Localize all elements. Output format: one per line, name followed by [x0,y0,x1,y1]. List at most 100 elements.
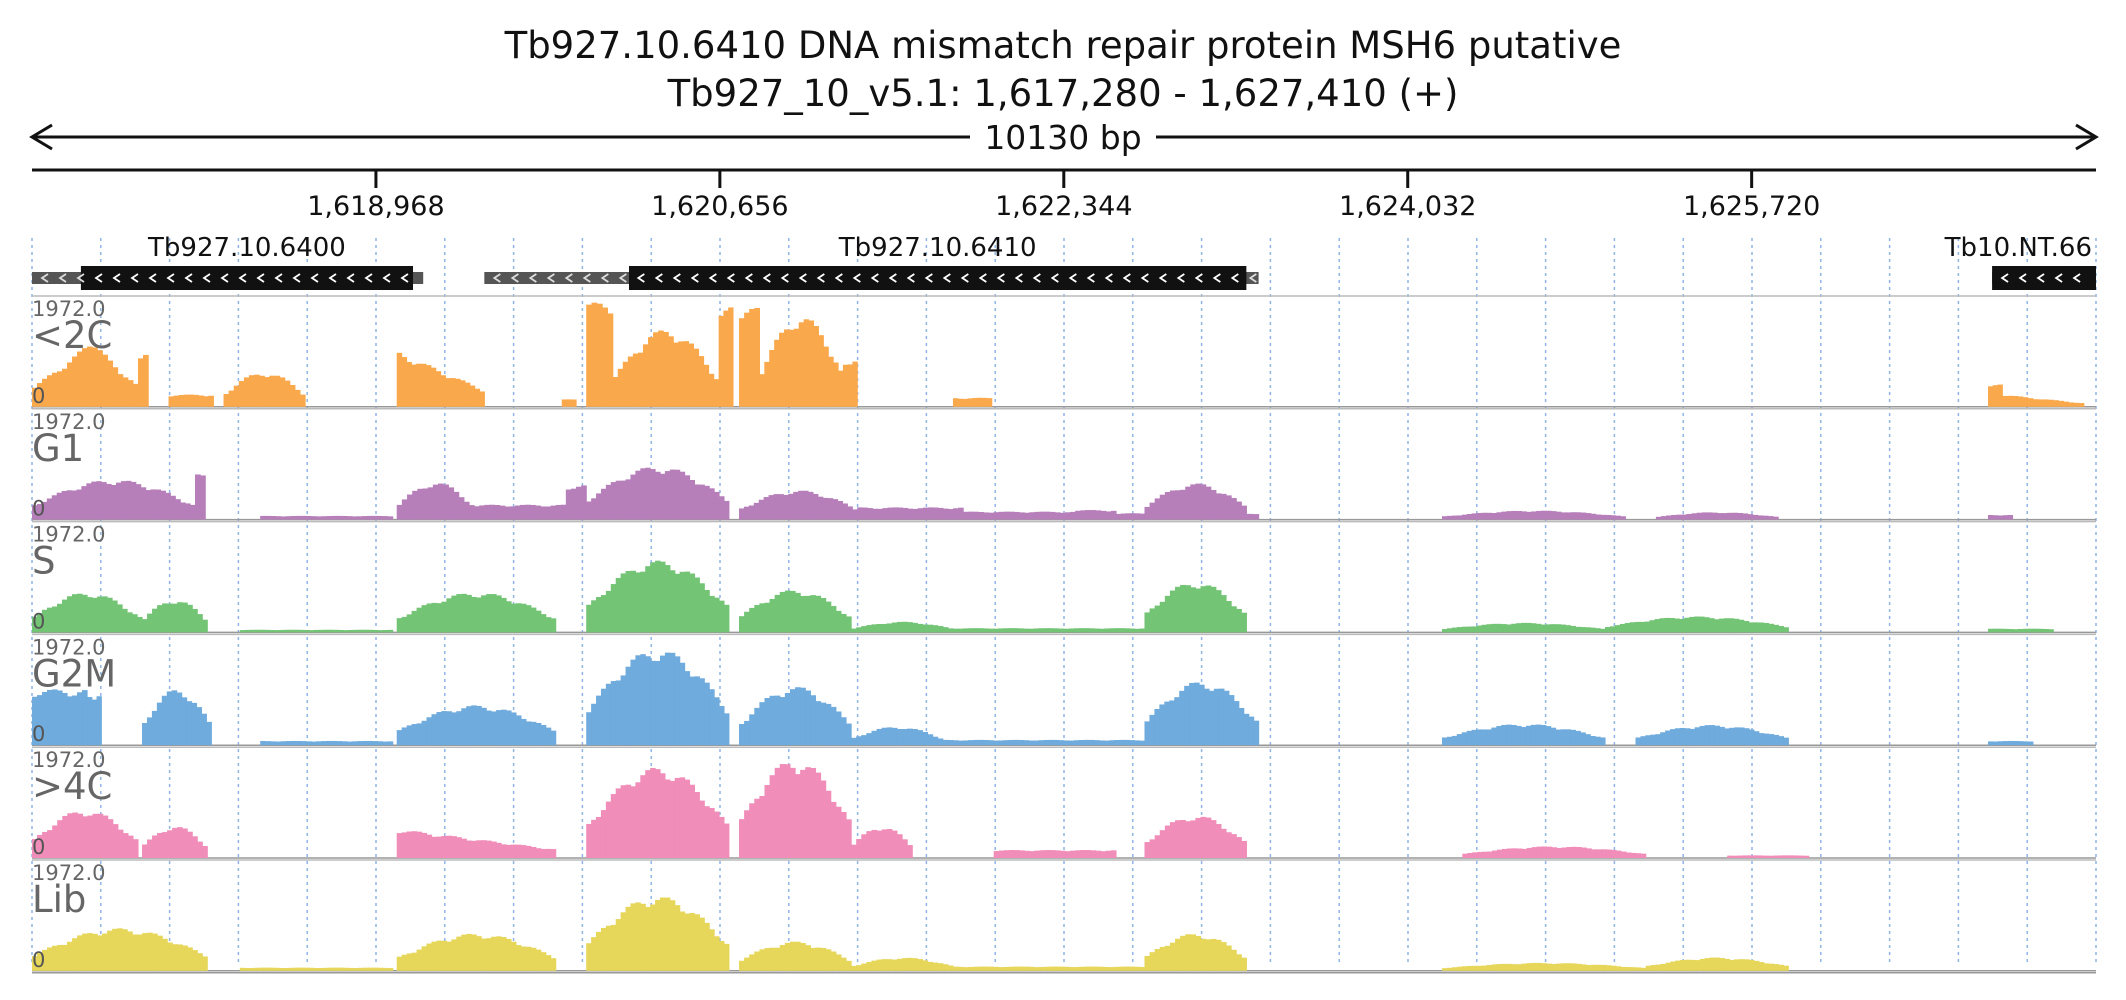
coverage-bar [917,508,924,520]
coverage-bar [669,570,676,633]
coverage-bar [172,827,178,858]
coverage-bar [947,965,954,971]
coverage-bar [709,808,715,858]
coverage-bar [122,929,128,971]
coverage-bar [1625,852,1632,858]
coverage-bar [1684,617,1690,633]
coverage-bar [1739,727,1745,746]
coverage-bar [972,397,978,407]
coverage-bar [1525,622,1532,633]
coverage-bar [1694,727,1701,746]
coverage-bar [674,777,681,858]
coverage-bar [673,342,679,407]
coverage-bar [679,911,686,971]
coverage-bar [1586,848,1592,858]
coverage-bar [1115,513,1122,520]
coverage-bar [876,830,883,858]
coverage-bar [907,728,913,746]
coverage-bar [635,782,641,858]
coverage-bar [907,957,913,971]
coverage-bar [1472,852,1478,858]
track-name-label: Lib [32,878,86,921]
coverage-bar [1757,855,1764,858]
coverage-bar [739,819,745,858]
coverage-bar [106,483,112,520]
coverage-bar [289,629,295,633]
coverage-bar [367,967,374,971]
coverage-bar [842,364,849,407]
coverage-bar [1180,820,1186,858]
coverage-bar [1660,732,1666,746]
coverage-bar [238,381,245,407]
coverage-bar [723,604,730,633]
coverage-bar [1215,824,1222,858]
coverage-bar [1496,726,1502,746]
coverage-bar [570,488,577,520]
coverage-bar [1481,965,1488,971]
coverage-bar [425,365,432,407]
coverage-bar [1213,688,1220,746]
coverage-bar [448,487,455,520]
coverage-bar [377,967,384,971]
coverage-bar [1798,855,1805,858]
coverage-bar [699,800,705,858]
coverage-bar [1709,957,1716,971]
coverage-bar [645,770,651,858]
coverage-bar [1100,851,1107,858]
coverage-bar [1200,586,1207,633]
coverage-bar [165,492,171,520]
coverage-bar [248,375,255,407]
coverage-bar [560,504,567,520]
coverage-bar [963,628,969,633]
coverage-bar [1729,959,1735,971]
coverage-bar [620,785,627,858]
coverage-bar [1606,849,1612,858]
coverage-bar [607,313,614,407]
strand-arrow-icon [546,273,555,283]
coverage-bar [1446,515,1453,520]
coverage-bar [1595,514,1602,520]
coverage-bar [851,737,857,746]
coverage-bar [387,629,394,633]
gene-label[interactable]: Tb10.NT.66 [1944,233,2092,263]
coverage-bar [699,917,705,971]
span-indicator: 10130 bp [29,118,2099,157]
coverage-bar [891,830,898,858]
coverage-bar [137,934,143,971]
coverage-bar [1236,954,1242,971]
coverage-bar [851,844,857,858]
coverage-bar [486,938,492,971]
coverage-bar [795,774,801,858]
coverage-bar [82,816,89,858]
coverage-bar [2043,399,2049,407]
coverage-bar [2053,400,2059,407]
gene-label[interactable]: Tb927.10.6410 [838,233,1037,263]
coverage-bar [436,712,443,746]
coverage-bar [2028,628,2034,633]
coverage-bar [1694,960,1701,971]
coverage-bar [620,675,627,746]
coverage-bar [406,725,413,746]
coverage-bar [1139,628,1146,633]
coverage-bar [187,831,193,858]
gene-label[interactable]: Tb927.10.6400 [147,233,346,263]
coverage-bar [1225,495,1232,520]
track-name-label: G2M [32,652,116,695]
coverage-bar [605,484,612,520]
coverage-bar [474,506,480,520]
coverage-bar [1225,945,1232,971]
coverage-bar [723,713,730,746]
coverage-bar [1718,618,1725,633]
coverage-bar [1104,967,1110,971]
coverage-bar [167,830,173,858]
coverage-bar [630,659,636,746]
coverage-bar [1008,628,1015,633]
coverage-bar [331,740,338,746]
coverage-bar [2078,403,2085,407]
coverage-bar [1625,967,1632,971]
coverage-bar [1024,850,1030,858]
coverage-bar [336,741,343,746]
coverage-bar [835,711,842,746]
coverage-bar [259,629,266,633]
strand-arrow-icon [906,273,915,283]
